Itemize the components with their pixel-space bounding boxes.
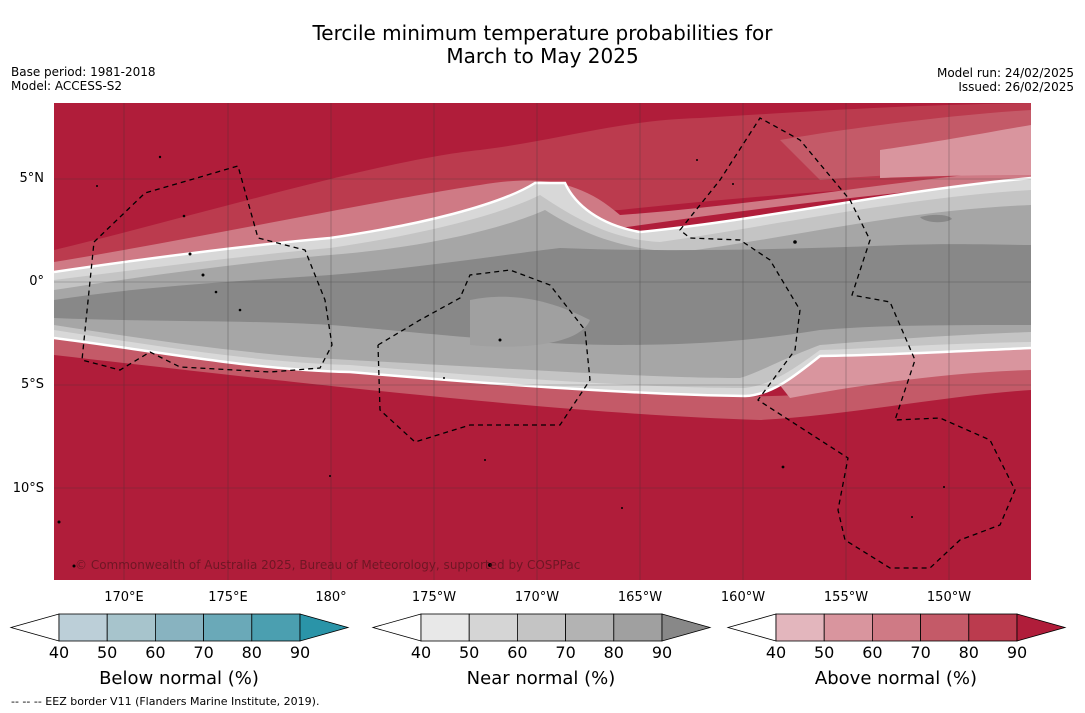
eez-tuvalu [81, 165, 333, 373]
lon-label-150w: 150°W [926, 590, 972, 605]
copyright-text: © Commonwealth of Australia 2025, Bureau… [75, 558, 581, 572]
colorbar-segment [468, 613, 518, 642]
colorbar-segment [203, 613, 253, 642]
colorbar-tick-label: 70 [555, 643, 576, 662]
colorbar-segment [565, 613, 615, 642]
eez-borders [81, 117, 1016, 569]
colorbar-segment [775, 613, 825, 642]
colorbar-tick-label: 80 [958, 643, 979, 662]
colorbar-high-extension [1016, 613, 1067, 642]
colorbar-below-title: Below normal (%) [99, 668, 259, 689]
colorbar-tick-label: 40 [410, 643, 432, 662]
colorbar-tick-label: 90 [1006, 643, 1028, 662]
colorbar-low-extension [371, 613, 422, 642]
eez-cook-islands [679, 117, 1016, 569]
colorbar-segment [58, 613, 108, 642]
colorbar-tick-label: 60 [145, 643, 166, 662]
colorbar-tick-label: 80 [241, 643, 262, 662]
lon-label-155w: 155°W [823, 590, 869, 605]
model-run: Model run: 24/02/2025 [936, 66, 1074, 80]
colorbar-near-normal [371, 613, 712, 642]
above-70-south [54, 335, 1031, 420]
islands [57, 155, 945, 568]
meta-right: Model run: 24/02/2025 Issued: 26/02/2025 [937, 66, 1074, 94]
above-50-northeast [880, 125, 1031, 178]
colorbar-high-extension [299, 613, 350, 642]
colorbar-segment [968, 613, 1018, 642]
colorbar-segment [872, 613, 922, 642]
colorbar-segment [823, 613, 873, 642]
near-90-core [54, 244, 1031, 345]
colorbar-below-normal [9, 613, 350, 642]
colorbar-segment [251, 613, 301, 642]
lon-label-165w: 165°W [617, 590, 663, 605]
colorbar-tick-label: 40 [765, 643, 787, 662]
lon-label-170e: 170°E [104, 590, 144, 605]
colorbar-tick-label: 60 [507, 643, 528, 662]
colorbar-tick-label: 50 [459, 643, 480, 662]
colorbar-tick-label: 60 [862, 643, 883, 662]
lon-label-175e: 175°E [208, 590, 248, 605]
lon-label-175w: 175°W [411, 590, 457, 605]
title-line-1: Tercile minimum temperature probabilitie… [312, 21, 773, 45]
colorbar-tick-label: 90 [289, 643, 311, 662]
colorbar-segment [420, 613, 470, 642]
north-boundary [54, 176, 1031, 274]
lon-label-170w: 170°W [514, 590, 560, 605]
colorbar-above-normal [726, 613, 1067, 642]
lon-label-160w: 160°W [720, 590, 766, 605]
colorbar-tick-label: 40 [48, 643, 70, 662]
map-area [54, 103, 1031, 580]
near-90-islet [920, 214, 952, 223]
colorbar-tick-label: 90 [651, 643, 673, 662]
lat-label-5s: 5°S [20, 377, 44, 392]
colorbar-segment [920, 613, 970, 642]
colorbar-segment [154, 613, 204, 642]
colorbar-tick-label: 70 [193, 643, 214, 662]
colorbar-segment [106, 613, 156, 642]
colorbar-tick-label: 80 [603, 643, 624, 662]
colorbar-segment [517, 613, 567, 642]
grid [54, 103, 1031, 580]
base-period: Base period: 1981-2018 [11, 65, 156, 79]
colorbar-low-extension [9, 613, 60, 642]
colorbar-segment [613, 613, 663, 642]
lon-label-180: 180° [315, 590, 347, 605]
south-boundary [54, 336, 1031, 398]
colorbar-tick-label: 70 [910, 643, 931, 662]
lat-label-0: 0° [29, 274, 44, 289]
near-80-patch [470, 296, 590, 347]
issued-date: Issued: 26/02/2025 [958, 80, 1074, 94]
meta-left: Base period: 1981-2018 Model: ACCESS-S2 [11, 65, 156, 93]
colorbar-tick-label: 50 [814, 643, 835, 662]
colorbar-tick-label: 50 [97, 643, 118, 662]
colorbar-above-title: Above normal (%) [814, 668, 978, 689]
model-name: Model: ACCESS-S2 [11, 79, 123, 93]
map-title: Tercile minimum temperature probabilitie… [0, 22, 1085, 68]
colorbar-high-extension [661, 613, 712, 642]
eez-footer: -- -- -- EEZ border V11 (Flanders Marine… [11, 695, 320, 708]
lat-label-10s: 10°S [12, 481, 44, 496]
title-line-2: March to May 2025 [446, 44, 639, 68]
colorbar-low-extension [726, 613, 777, 642]
colorbar-near-title: Near normal (%) [466, 668, 616, 689]
lat-label-5n: 5°N [19, 171, 45, 186]
